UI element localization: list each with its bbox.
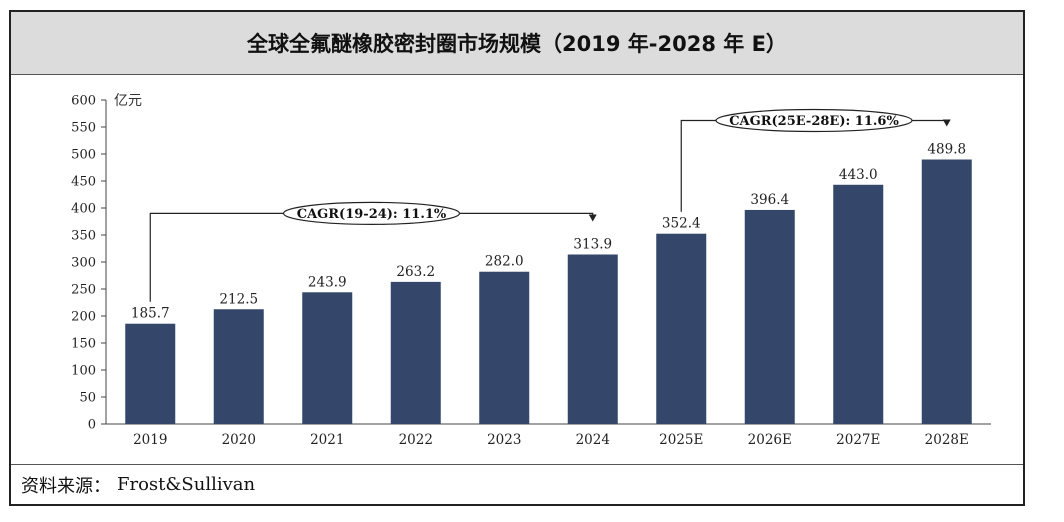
chart-area: 0 50 100 150 200 250 300 350 400 450 500 550 600 亿元 18… [11,74,1023,467]
x-tick-label: 2022 [399,432,433,448]
x-tick-label: 2024 [576,432,610,448]
bar-value-label: 443.0 [839,167,878,183]
bar-value-label: 352.4 [662,216,701,232]
cagr-ellipse [282,201,461,225]
cagr-arrow-head [942,119,951,127]
bar-value-label: 212.5 [219,291,258,307]
cagr-bracket-line [680,119,948,212]
chart-title: 全球全氟醚橡胶密封圈市场规模（2019 年-2028 年 E） [11,12,1023,75]
bar-chart: 0 50 100 150 200 250 300 350 400 450 500 550 600 亿元 18… [71,93,991,448]
bar-value-label: 185.7 [131,306,170,322]
chart-frame: 全球全氟醚橡胶密封圈市场规模（2019 年-2028 年 E） 0 50 100 15… [9,10,1025,506]
y-tick-label: 450 [71,175,96,190]
bar [479,271,530,424]
bar [833,184,884,424]
bar-value-label: 396.4 [750,192,789,208]
x-tick-label: 2020 [222,432,256,448]
bar-value-label: 282.0 [485,254,524,270]
y-tick-label: 550 [71,121,96,136]
y-tick-label: 250 [71,283,96,298]
x-tick-label: 2021 [310,432,344,448]
source-note: 资料来源： Frost&Sullivan [11,464,1023,504]
y-tick-label: 600 [71,94,96,109]
bar-value-label: 489.8 [927,142,966,158]
y-tick-label: 100 [71,364,96,379]
y-tick-label: 150 [71,337,96,352]
x-tick-label: 2019 [133,432,167,448]
bar [302,292,353,424]
x-tick-label: 2027E [836,432,880,448]
x-tick-label: 2026E [748,432,792,448]
bar [656,233,707,424]
source-value: Frost&Sullivan [117,474,256,495]
y-tick-label: 350 [71,229,96,244]
x-tick-label: 2025E [659,432,703,448]
y-tick-label: 50 [79,391,96,406]
bar-value-label: 243.9 [308,274,347,290]
source-label: 资料来源： [21,475,111,497]
bar [744,209,795,424]
x-tick-label: 2023 [487,432,521,448]
bar-value-label: 263.2 [396,264,435,280]
y-tick-label: 500 [71,148,96,163]
x-tick-label: 2028E [925,432,969,448]
bar [567,254,618,424]
y-tick-label: 300 [71,256,96,271]
bar [921,159,972,424]
y-tick-label: 200 [71,310,96,325]
cagr-label: CAGR(19-24): 11.1% [297,207,447,222]
bar [390,281,441,424]
y-tick-label: 0 [88,418,96,433]
cagr-label: CAGR(25E-28E): 11.6% [729,114,899,129]
bar [213,309,264,424]
y-tick-label: 400 [71,202,96,217]
cagr-ellipse [715,108,913,133]
bar-value-label: 313.9 [573,236,612,252]
cagr-arrow-head [588,214,597,222]
y-unit-label: 亿元 [114,93,142,109]
bar [125,323,176,424]
